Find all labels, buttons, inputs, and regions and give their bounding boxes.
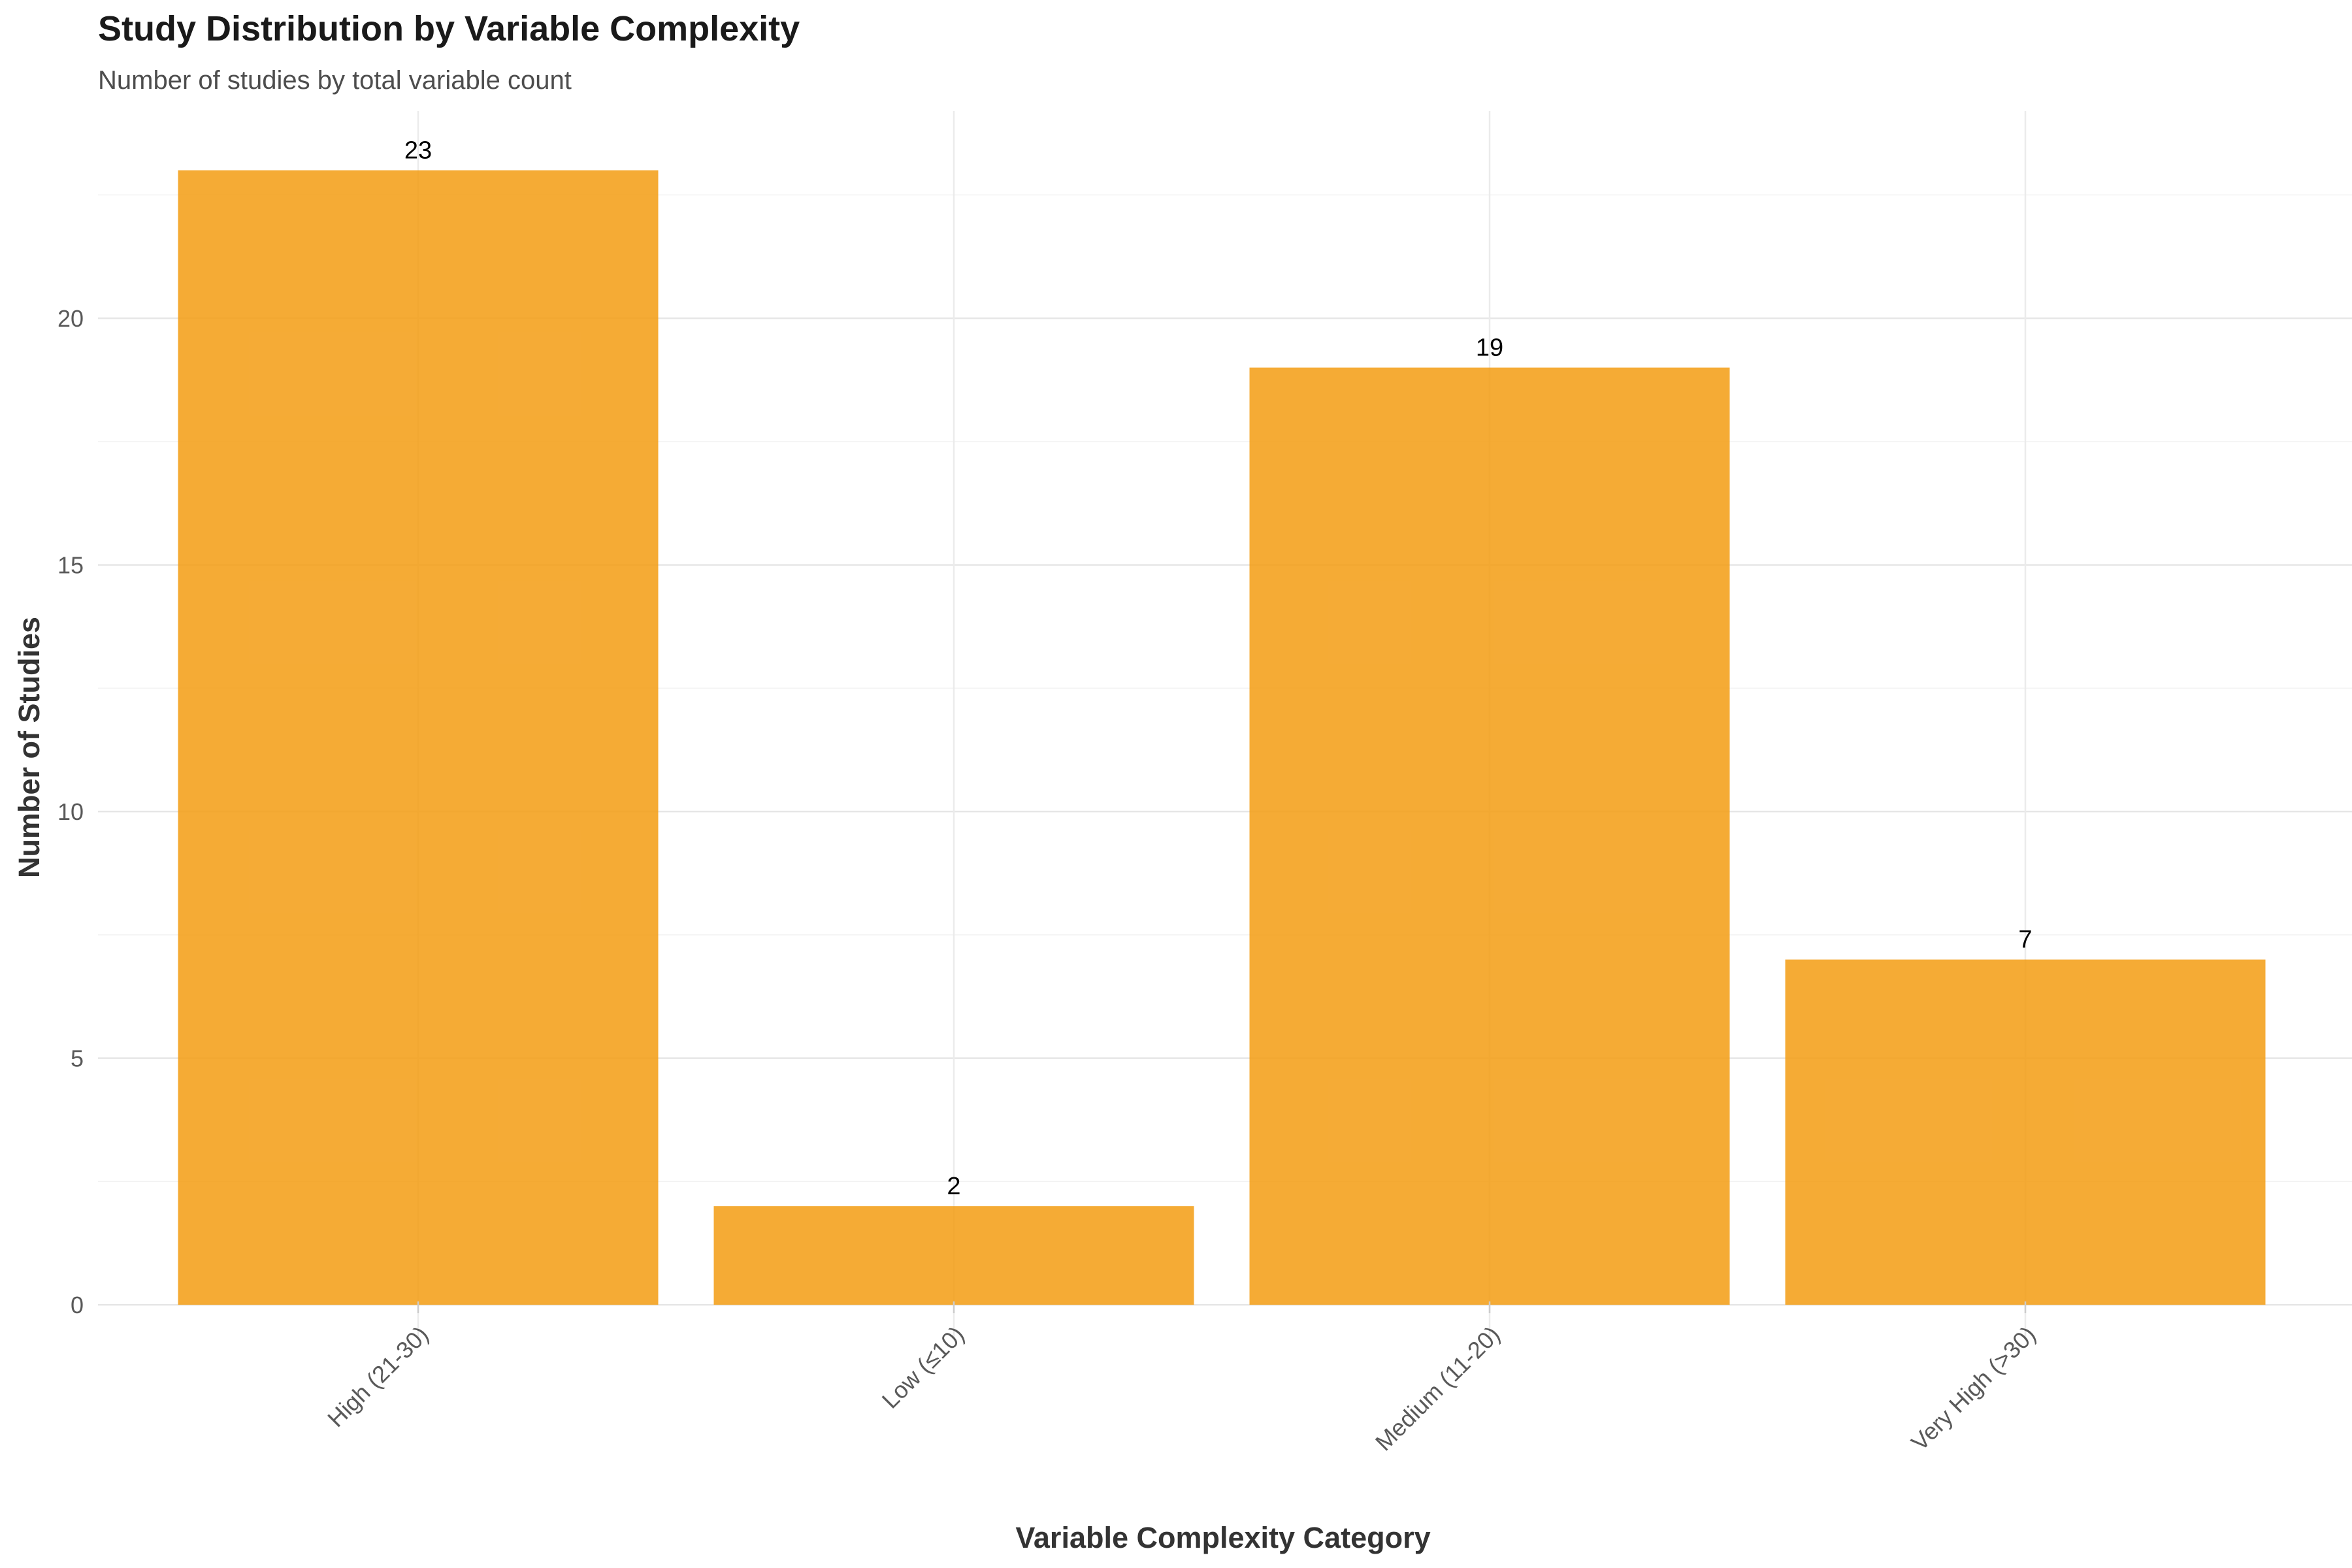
y-axis-title: Number of Studies bbox=[12, 617, 46, 878]
bar bbox=[1785, 959, 2266, 1305]
x-axis-title: Variable Complexity Category bbox=[1015, 1521, 1430, 1554]
y-tick-label: 10 bbox=[57, 798, 84, 825]
x-tick-label: Medium (11-20) bbox=[1370, 1321, 1505, 1456]
bars-layer bbox=[178, 170, 2266, 1305]
data-labels-layer: 23 2 19 7 bbox=[404, 137, 2033, 1201]
y-tick-label: 5 bbox=[71, 1045, 84, 1072]
y-tick-label: 20 bbox=[57, 305, 84, 332]
x-tick-label: Very High (>30) bbox=[1906, 1321, 2041, 1456]
x-tick-label: High (21-30) bbox=[322, 1321, 433, 1432]
bar-value-label: 23 bbox=[404, 137, 432, 165]
y-tick-label: 0 bbox=[71, 1292, 84, 1318]
x-axis-ticks: High (21-30) Low (≤10) Medium (11-20) Very … bbox=[322, 1301, 2041, 1456]
bar bbox=[713, 1206, 1194, 1305]
bar-value-label: 7 bbox=[2018, 926, 2032, 954]
chart-subtitle: Number of studies by total variable coun… bbox=[98, 66, 572, 95]
y-axis-ticks: 0 5 10 15 20 bbox=[57, 305, 84, 1318]
chart-title: Study Distribution by Variable Complexit… bbox=[98, 9, 800, 48]
bar bbox=[178, 170, 659, 1305]
y-tick-label: 15 bbox=[57, 552, 84, 579]
bar bbox=[1249, 367, 1730, 1305]
bar-value-label: 19 bbox=[1476, 335, 1503, 362]
x-tick-label: Low (≤10) bbox=[877, 1321, 970, 1414]
bar-value-label: 2 bbox=[947, 1173, 960, 1200]
